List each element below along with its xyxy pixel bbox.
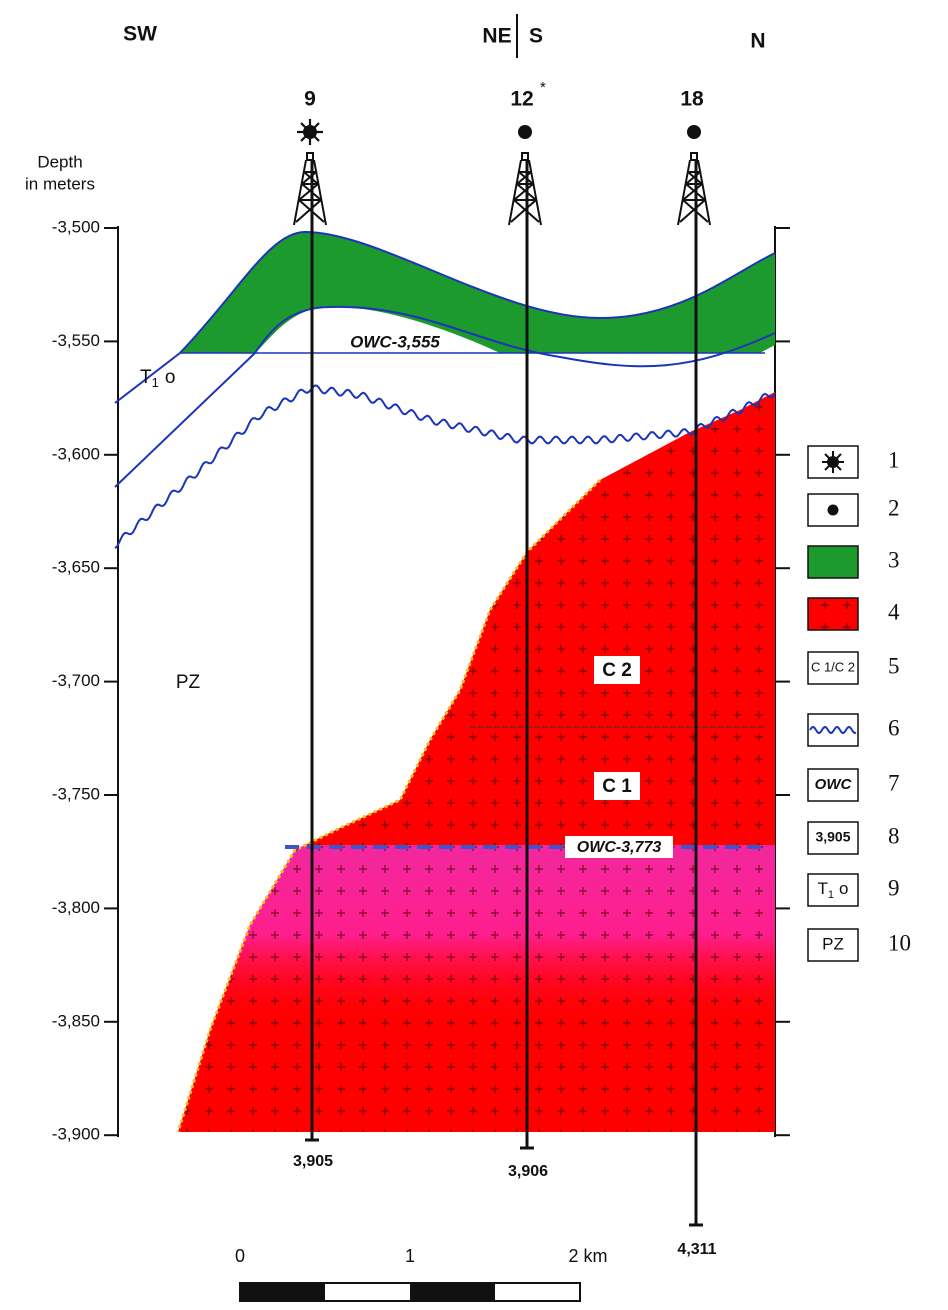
well-depth: 3,905 <box>293 1153 333 1170</box>
well-depth: 3,906 <box>508 1163 548 1180</box>
category-label: C 2 <box>602 660 632 681</box>
derrick <box>294 153 326 225</box>
legend-item: 10 PZ <box>808 929 911 961</box>
sun-symbol <box>297 119 323 145</box>
owc-label: OWC-3,773 <box>577 839 662 856</box>
owc-label: OWC-3,555 <box>350 332 440 351</box>
formation-label: PZ <box>176 672 201 693</box>
scale-label: 2 km <box>568 1246 607 1266</box>
legend-label: OWC <box>815 776 853 793</box>
well-marker: * <box>540 79 546 96</box>
tick-label: -3,850 <box>52 1011 100 1030</box>
well-label: 18 <box>680 88 704 111</box>
axis-title: Depth <box>37 152 82 171</box>
legend-item: 8 3,905 <box>808 822 900 854</box>
direction-label: S <box>529 25 543 48</box>
tick-label: -3,550 <box>52 331 100 350</box>
dot-symbol <box>687 125 701 139</box>
axis-title: in meters <box>25 174 95 193</box>
tick-label: -3,650 <box>52 558 100 577</box>
category-label: C 1 <box>602 776 632 797</box>
tick-label: -3,800 <box>52 898 100 917</box>
derrick <box>678 153 710 225</box>
suffix: o <box>165 367 176 388</box>
direction-label: N <box>750 30 765 53</box>
tick-label: -3,700 <box>52 671 100 690</box>
tick-label: -3,600 <box>52 444 100 463</box>
legend-item: 1 <box>808 446 900 478</box>
direction-label: NE <box>482 25 511 48</box>
tick-label: -3,500 <box>52 217 100 236</box>
tick-label: -3,750 <box>52 784 100 803</box>
tick-label: -3,900 <box>52 1125 100 1144</box>
legend-number: 7 <box>888 770 900 795</box>
direction-label: SW <box>123 23 157 46</box>
well-label: 12 <box>510 88 533 111</box>
legend-number: 5 <box>888 653 900 678</box>
legend-symbol <box>822 451 844 473</box>
scale-bar <box>240 1283 580 1301</box>
legend-number: 1 <box>888 447 900 472</box>
legend-item: 2 <box>808 494 900 526</box>
legend-number: 2 <box>888 495 900 520</box>
scale-label: 0 <box>235 1246 245 1266</box>
t: T <box>140 367 152 388</box>
legend-label-text: T <box>818 879 828 898</box>
well-depth: 4,311 <box>677 1241 716 1258</box>
reservoir-pattern <box>178 392 775 1132</box>
legend-number: 8 <box>888 823 900 848</box>
legend-symbol <box>828 505 839 516</box>
legend-box <box>808 546 858 578</box>
legend-item: 5 C 1/C 2 <box>808 652 900 684</box>
legend-label: 3,905 <box>815 829 850 845</box>
legend-pattern <box>808 598 858 630</box>
dot-symbol <box>518 125 532 139</box>
legend-number: 6 <box>888 715 900 740</box>
scale-label: 1 <box>405 1246 415 1266</box>
cross-section: SW NE S N 9 12 * 18 Depth in meters -3,5… <box>0 0 948 1310</box>
legend-number: 9 <box>888 875 900 900</box>
derrick <box>509 153 541 225</box>
legend-item: 4 <box>808 598 900 630</box>
legend-number: 3 <box>888 547 900 572</box>
legend-item: 3 <box>808 546 900 578</box>
legend-label-suffix: o <box>839 879 848 898</box>
legend-item: 6 <box>808 714 900 746</box>
legend-number: 10 <box>888 930 911 955</box>
well-label: 9 <box>304 88 316 111</box>
legend-label-sub: 1 <box>828 889 834 901</box>
legend-item: 7 OWC <box>808 769 900 801</box>
legend-label: PZ <box>822 934 844 953</box>
sub: 1 <box>152 375 159 390</box>
legend-label: C 1/C 2 <box>811 659 855 674</box>
legend-number: 4 <box>888 599 900 624</box>
